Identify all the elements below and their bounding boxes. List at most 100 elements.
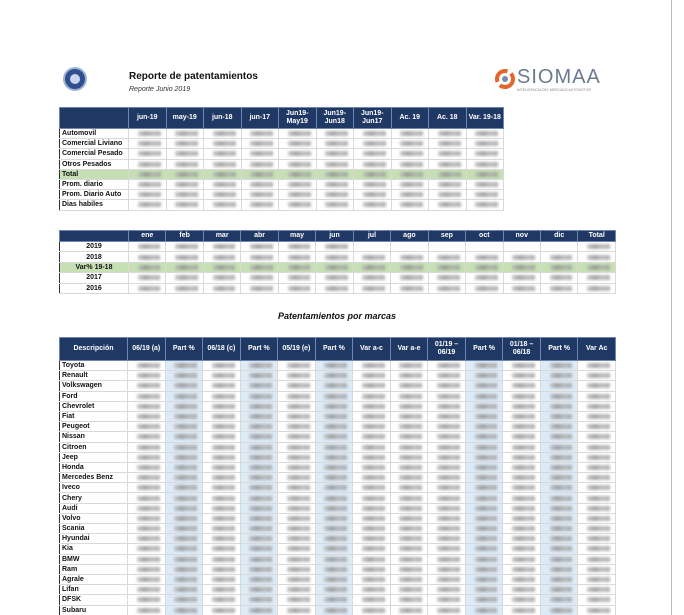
blurred-cell bbox=[427, 410, 466, 423]
blurred-cell bbox=[428, 168, 467, 180]
blurred-cell bbox=[352, 359, 391, 372]
blurred-cell bbox=[127, 261, 167, 274]
blurred-cell bbox=[315, 127, 354, 140]
row: Total bbox=[59, 168, 504, 180]
row-label: Citroen bbox=[59, 441, 128, 453]
row-label: Peugeot bbox=[59, 421, 128, 433]
blurred-cell bbox=[239, 461, 279, 474]
blurred-cell bbox=[464, 573, 504, 586]
blurred-cell bbox=[577, 472, 616, 484]
blurred-cell bbox=[239, 370, 279, 382]
blurred-cell bbox=[577, 482, 616, 494]
blurred-cell bbox=[389, 512, 429, 525]
column-header: 05/19 (e) bbox=[277, 337, 316, 361]
column-header: Jun19-Jun17 bbox=[353, 107, 392, 129]
blurred-cell bbox=[502, 282, 541, 294]
blurred-cell bbox=[164, 451, 204, 463]
blurred-cell bbox=[165, 178, 204, 191]
blurred-cell bbox=[314, 410, 354, 423]
blurred-cell bbox=[427, 543, 466, 555]
blurred-cell bbox=[502, 400, 541, 412]
header-row: ene feb mar abr may jun jul ago sep oct nov dic Tota… bbox=[59, 230, 616, 242]
blurred-cell bbox=[165, 251, 204, 263]
blurred-cell bbox=[277, 359, 316, 372]
blurred-cell bbox=[539, 400, 579, 412]
blurred-cell bbox=[353, 199, 392, 211]
blurred-cell bbox=[352, 584, 391, 596]
row: Renault bbox=[59, 370, 616, 382]
blurred-cell bbox=[539, 421, 579, 433]
blurred-cell bbox=[539, 604, 579, 615]
blurred-cell bbox=[353, 189, 392, 201]
blurred-cell bbox=[464, 482, 504, 494]
blurred-cell bbox=[202, 492, 241, 504]
blurred-cell bbox=[390, 282, 429, 294]
blurred-cell bbox=[539, 359, 579, 372]
blurred-cell bbox=[353, 148, 392, 160]
blurred-cell bbox=[539, 370, 579, 382]
blurred-cell bbox=[278, 189, 317, 201]
row-label: Renault bbox=[59, 370, 128, 382]
row: Dias habiles bbox=[59, 199, 504, 211]
row-label: Chevrolet bbox=[59, 400, 128, 412]
blurred-cell bbox=[502, 451, 541, 463]
blurred-cell bbox=[427, 251, 467, 263]
blurred-cell bbox=[577, 492, 616, 504]
blurred-cell bbox=[389, 543, 429, 555]
blurred-cell bbox=[427, 472, 466, 484]
blurred-cell bbox=[427, 451, 466, 463]
blurred-cell bbox=[502, 472, 541, 484]
blurred-cell bbox=[464, 502, 504, 514]
blurred-cell bbox=[539, 251, 579, 263]
blurred-cell bbox=[539, 461, 579, 474]
blurred-cell bbox=[502, 604, 541, 615]
blurred-cell bbox=[278, 138, 317, 150]
blurred-cell bbox=[202, 512, 241, 525]
blurred-cell bbox=[314, 543, 354, 555]
blurred-cell bbox=[539, 482, 579, 494]
title: Reporte de patentamientos bbox=[129, 71, 258, 82]
row-label: Automovil bbox=[59, 127, 129, 140]
blurred-cell bbox=[239, 359, 279, 372]
blurred-cell bbox=[577, 380, 616, 392]
blurred-cell bbox=[389, 461, 429, 474]
blurred-cell bbox=[539, 272, 579, 284]
row: Lifan bbox=[59, 584, 616, 596]
blurred-cell bbox=[277, 431, 316, 443]
blurred-cell bbox=[239, 584, 279, 596]
blurred-cell bbox=[202, 563, 241, 575]
blurred-cell bbox=[502, 272, 541, 284]
column-header: ago bbox=[390, 230, 429, 242]
blurred-cell bbox=[502, 492, 541, 504]
blurred-cell bbox=[577, 390, 616, 402]
blurred-cell bbox=[464, 400, 504, 412]
column-header: jun-17 bbox=[240, 107, 279, 129]
blurred-cell bbox=[389, 522, 429, 535]
blurred-cell bbox=[389, 584, 429, 596]
blurred-cell bbox=[577, 431, 616, 443]
row-label: Ford bbox=[59, 390, 128, 402]
row-label: Subaru bbox=[59, 604, 128, 615]
row-label: Comercial Pesado bbox=[59, 148, 129, 160]
row-label: Kia bbox=[59, 543, 128, 555]
blurred-cell bbox=[427, 461, 466, 474]
blurred-cell bbox=[539, 573, 579, 586]
blurred-cell bbox=[164, 400, 204, 412]
column-header: 06/19 (a) bbox=[127, 337, 166, 361]
blurred-cell bbox=[128, 199, 167, 211]
row-label: 2018 bbox=[59, 251, 129, 263]
blurred-cell bbox=[239, 482, 279, 494]
blurred-cell bbox=[390, 189, 429, 201]
blurred-cell bbox=[389, 400, 429, 412]
blurred-cell bbox=[128, 138, 167, 150]
blurred-cell bbox=[389, 441, 429, 453]
blurred-cell bbox=[202, 431, 241, 443]
monthly-table: ene feb mar abr may jun jul ago sep oct nov dic Tota… bbox=[59, 230, 616, 294]
blurred-cell bbox=[577, 461, 616, 474]
blurred-cell bbox=[502, 359, 541, 372]
blurred-cell bbox=[352, 400, 391, 412]
blurred-cell bbox=[165, 138, 204, 150]
blurred-cell bbox=[240, 261, 279, 274]
blurred-cell bbox=[277, 461, 316, 474]
